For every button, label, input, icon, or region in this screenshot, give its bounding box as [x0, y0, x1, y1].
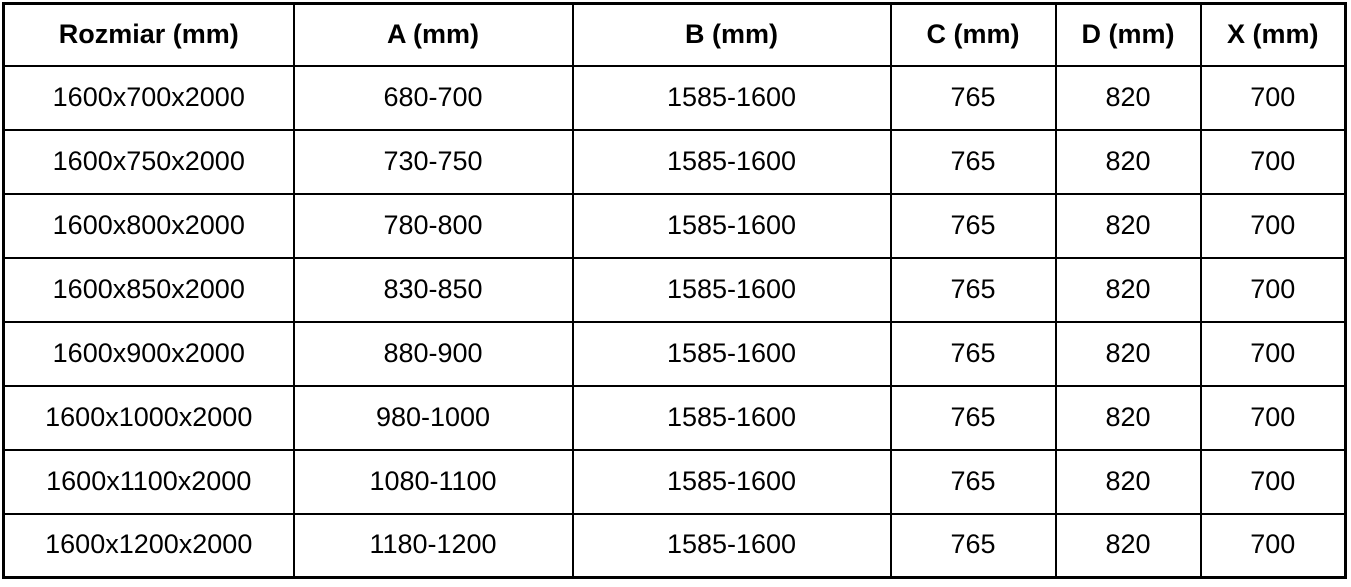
table-cell: 1180-1200 — [292, 512, 574, 579]
dimension-spec-table: Rozmiar (mm) A (mm) B (mm) C (mm) D (mm)… — [2, 2, 1347, 579]
table-cell: 1600x800x2000 — [2, 192, 295, 259]
table-row: 1600x850x2000 830-850 1585-1600 765 820 … — [2, 256, 1347, 323]
table-cell: 700 — [1199, 512, 1347, 579]
table-cell: 1080-1100 — [292, 448, 574, 515]
table-cell: 1585-1600 — [571, 512, 892, 579]
table-cell: 730-750 — [292, 128, 574, 195]
column-header-d: D (mm) — [1054, 2, 1202, 67]
table-cell: 820 — [1054, 384, 1202, 451]
table-cell: 700 — [1199, 256, 1347, 323]
table-cell: 765 — [889, 192, 1057, 259]
table-cell: 1600x750x2000 — [2, 128, 295, 195]
table-cell: 820 — [1054, 192, 1202, 259]
table-cell: 700 — [1199, 320, 1347, 387]
table-cell: 820 — [1054, 64, 1202, 131]
table-cell: 700 — [1199, 64, 1347, 131]
table-cell: 880-900 — [292, 320, 574, 387]
table-row: 1600x800x2000 780-800 1585-1600 765 820 … — [2, 192, 1347, 259]
table-body: 1600x700x2000 680-700 1585-1600 765 820 … — [2, 64, 1347, 579]
table-row: 1600x1100x2000 1080-1100 1585-1600 765 8… — [2, 448, 1347, 515]
table-row: 1600x750x2000 730-750 1585-1600 765 820 … — [2, 128, 1347, 195]
table-cell: 780-800 — [292, 192, 574, 259]
table-cell: 765 — [889, 128, 1057, 195]
table-cell: 700 — [1199, 192, 1347, 259]
table-cell: 1585-1600 — [571, 192, 892, 259]
table-cell: 765 — [889, 384, 1057, 451]
table-cell: 820 — [1054, 448, 1202, 515]
table-cell: 1600x850x2000 — [2, 256, 295, 323]
table-cell: 1585-1600 — [571, 448, 892, 515]
table-cell: 1585-1600 — [571, 128, 892, 195]
table-cell: 980-1000 — [292, 384, 574, 451]
table-row: 1600x1200x2000 1180-1200 1585-1600 765 8… — [2, 512, 1347, 579]
table-cell: 1600x700x2000 — [2, 64, 295, 131]
table-cell: 820 — [1054, 128, 1202, 195]
table-cell: 700 — [1199, 384, 1347, 451]
table-cell: 1600x1000x2000 — [2, 384, 295, 451]
column-header-b: B (mm) — [571, 2, 892, 67]
table-cell: 1585-1600 — [571, 64, 892, 131]
table-cell: 820 — [1054, 256, 1202, 323]
table-cell: 765 — [889, 320, 1057, 387]
table-cell: 1585-1600 — [571, 256, 892, 323]
table-cell: 820 — [1054, 320, 1202, 387]
table-cell: 1600x1100x2000 — [2, 448, 295, 515]
table-cell: 700 — [1199, 128, 1347, 195]
table-cell: 765 — [889, 256, 1057, 323]
table-cell: 700 — [1199, 448, 1347, 515]
table-cell: 680-700 — [292, 64, 574, 131]
column-header-a: A (mm) — [292, 2, 574, 67]
table-cell: 1585-1600 — [571, 384, 892, 451]
table-cell: 765 — [889, 64, 1057, 131]
table-cell: 1585-1600 — [571, 320, 892, 387]
table-cell: 820 — [1054, 512, 1202, 579]
column-header-rozmiar: Rozmiar (mm) — [2, 2, 295, 67]
table-cell: 1600x900x2000 — [2, 320, 295, 387]
table-cell: 765 — [889, 448, 1057, 515]
header-row: Rozmiar (mm) A (mm) B (mm) C (mm) D (mm)… — [2, 2, 1347, 67]
column-header-x: X (mm) — [1199, 2, 1347, 67]
table-cell: 830-850 — [292, 256, 574, 323]
table-header: Rozmiar (mm) A (mm) B (mm) C (mm) D (mm)… — [2, 2, 1347, 67]
column-header-c: C (mm) — [889, 2, 1057, 67]
table-cell: 1600x1200x2000 — [2, 512, 295, 579]
table-cell: 765 — [889, 512, 1057, 579]
table-row: 1600x1000x2000 980-1000 1585-1600 765 82… — [2, 384, 1347, 451]
table-row: 1600x900x2000 880-900 1585-1600 765 820 … — [2, 320, 1347, 387]
table-row: 1600x700x2000 680-700 1585-1600 765 820 … — [2, 64, 1347, 131]
